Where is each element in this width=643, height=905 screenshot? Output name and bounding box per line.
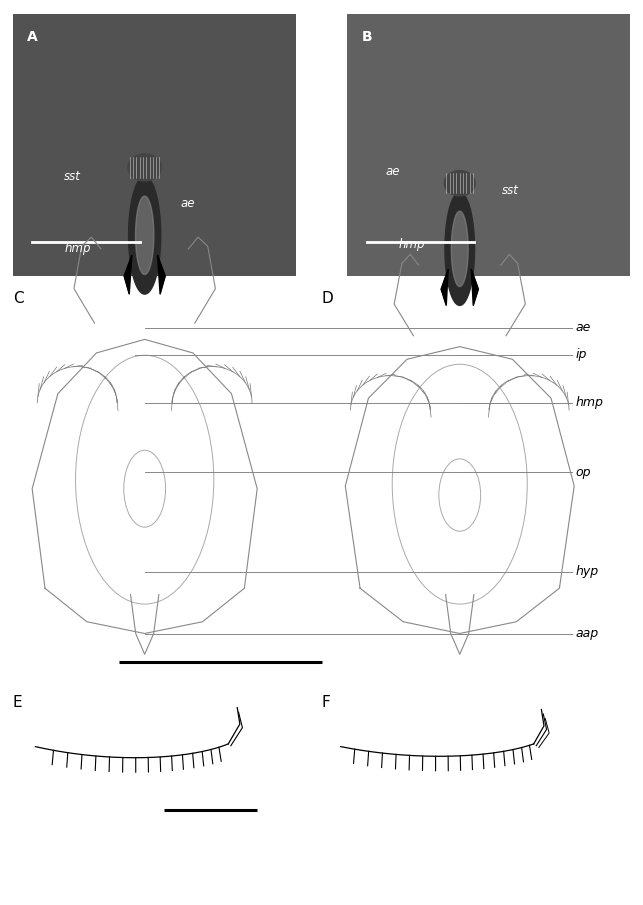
Polygon shape: [445, 193, 475, 305]
Text: B: B: [361, 30, 372, 43]
Polygon shape: [471, 270, 478, 306]
Polygon shape: [136, 196, 154, 274]
Text: F: F: [322, 695, 331, 710]
Text: aap: aap: [575, 627, 599, 640]
Bar: [13, 14, 296, 276]
Text: ae: ae: [180, 197, 195, 210]
Text: sst: sst: [502, 184, 518, 196]
Polygon shape: [451, 211, 468, 287]
Polygon shape: [128, 154, 161, 181]
Text: ae: ae: [575, 321, 591, 334]
Text: ae: ae: [386, 166, 401, 178]
Text: C: C: [13, 291, 24, 307]
Text: D: D: [322, 291, 333, 307]
Text: ip: ip: [575, 348, 587, 361]
Text: A: A: [27, 30, 38, 43]
Text: E: E: [13, 695, 23, 710]
Polygon shape: [158, 255, 165, 294]
Text: sst: sst: [64, 170, 81, 183]
Polygon shape: [444, 171, 475, 195]
Bar: [347, 14, 630, 276]
Polygon shape: [441, 270, 448, 306]
Text: hmp: hmp: [64, 243, 91, 255]
Text: hmp: hmp: [575, 396, 603, 409]
Text: op: op: [575, 466, 591, 479]
Polygon shape: [129, 176, 161, 294]
Text: hmp: hmp: [399, 238, 425, 251]
Polygon shape: [124, 255, 132, 294]
Text: hyp: hyp: [575, 566, 599, 578]
